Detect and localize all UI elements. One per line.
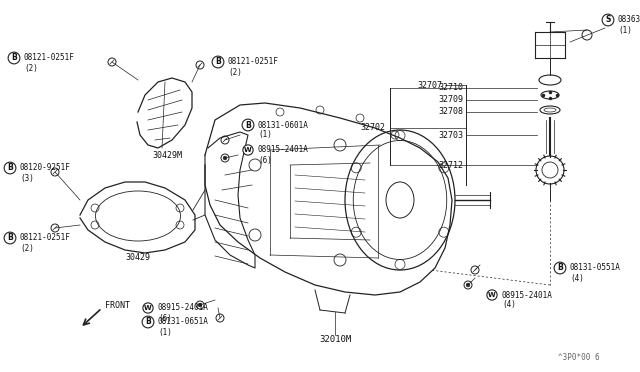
- Text: 32708: 32708: [438, 108, 463, 116]
- Text: B: B: [245, 121, 251, 129]
- Text: (1): (1): [618, 26, 632, 35]
- Text: 08915-2401A: 08915-2401A: [258, 145, 309, 154]
- Text: FRONT: FRONT: [105, 301, 130, 310]
- Text: B: B: [215, 58, 221, 67]
- Text: 08131-0551A: 08131-0551A: [570, 263, 621, 273]
- Text: (6): (6): [158, 314, 172, 323]
- Text: 08363-6162B: 08363-6162B: [618, 16, 640, 25]
- Text: 30429: 30429: [125, 253, 150, 263]
- Circle shape: [198, 303, 202, 307]
- Text: B: B: [7, 164, 13, 173]
- Text: 08915-2401A: 08915-2401A: [502, 291, 553, 299]
- Text: 32712: 32712: [438, 160, 463, 170]
- Text: 08915-2401A: 08915-2401A: [158, 304, 209, 312]
- Text: (2): (2): [20, 244, 34, 253]
- Text: B: B: [557, 263, 563, 273]
- Text: 08121-0251F: 08121-0251F: [24, 54, 75, 62]
- Text: S: S: [605, 16, 611, 25]
- Text: 08131-0651A: 08131-0651A: [158, 317, 209, 327]
- Text: W: W: [488, 292, 496, 298]
- Text: 08131-0601A: 08131-0601A: [258, 121, 309, 129]
- Text: (1): (1): [258, 131, 272, 140]
- Circle shape: [466, 283, 470, 287]
- Text: (2): (2): [228, 67, 242, 77]
- Text: (4): (4): [502, 301, 516, 310]
- Text: 30429M: 30429M: [152, 151, 182, 160]
- Text: ^3P0*00 6: ^3P0*00 6: [558, 353, 600, 362]
- Text: 32709: 32709: [438, 96, 463, 105]
- Text: W: W: [244, 147, 252, 153]
- Text: (4): (4): [570, 273, 584, 282]
- Text: 32702: 32702: [360, 124, 385, 132]
- Text: B: B: [145, 317, 151, 327]
- Text: 32703: 32703: [438, 131, 463, 140]
- Text: (1): (1): [158, 327, 172, 337]
- Text: B: B: [7, 234, 13, 243]
- Text: 08121-0251F: 08121-0251F: [20, 234, 71, 243]
- Text: 32010M: 32010M: [319, 336, 351, 344]
- Circle shape: [223, 156, 227, 160]
- Text: 32707: 32707: [417, 80, 442, 90]
- Text: 32710: 32710: [438, 83, 463, 93]
- Text: W: W: [144, 305, 152, 311]
- Text: (2): (2): [24, 64, 38, 73]
- Text: B: B: [11, 54, 17, 62]
- Text: (3): (3): [20, 173, 34, 183]
- Text: 08121-0251F: 08121-0251F: [228, 58, 279, 67]
- Text: 08120-9251F: 08120-9251F: [20, 164, 71, 173]
- Text: (6): (6): [258, 155, 272, 164]
